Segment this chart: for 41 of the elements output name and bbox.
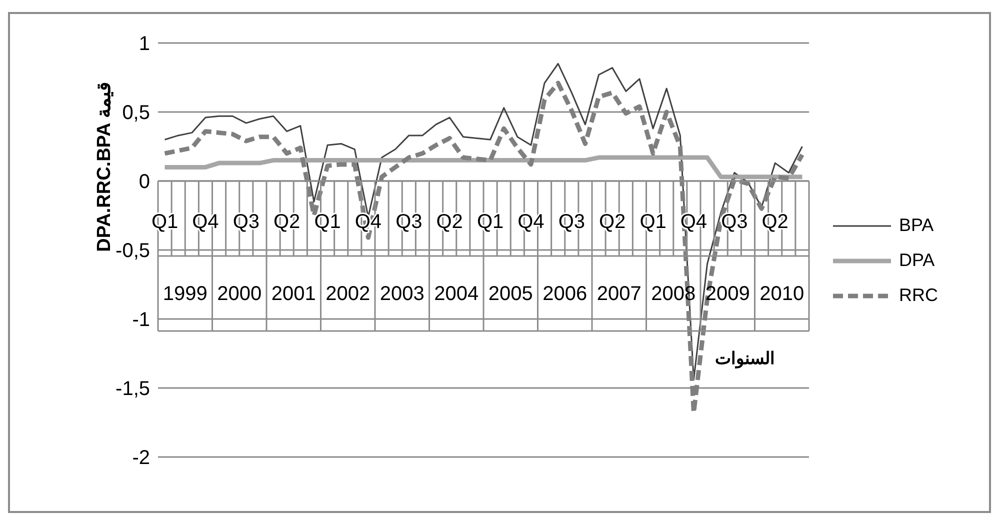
- x-tick-label: Q1: [476, 211, 504, 233]
- y-tick-label: 1: [138, 33, 150, 56]
- annotation: 2001: [271, 283, 316, 305]
- line-series: [162, 155, 804, 180]
- annotation: 2004: [434, 283, 479, 305]
- x-tick-label: Q4: [354, 211, 382, 233]
- y-tick-label: -2: [132, 447, 150, 470]
- x-tick-label: Q3: [721, 211, 748, 233]
- x-tick-label: Q3: [396, 211, 422, 233]
- x-tick-label: Q3: [558, 211, 585, 233]
- annotation: 2003: [380, 283, 424, 305]
- x-tick-label: Q1: [640, 211, 666, 233]
- x-tick-label: Q4: [680, 211, 708, 233]
- annotation: 2005: [488, 283, 533, 305]
- y-tick-label: -0,5: [116, 240, 150, 262]
- x-tick-label: Q2: [762, 211, 788, 233]
- x-tick-label: Q4: [192, 211, 219, 233]
- annotation: 2002: [326, 283, 370, 305]
- x-tick-label: Q1: [151, 211, 178, 233]
- annotation: 2009: [705, 283, 750, 305]
- x-tick-label: Q4: [518, 211, 544, 233]
- annotation: 2010: [760, 283, 804, 305]
- x-tick-label: Q2: [274, 211, 300, 233]
- x-tick-label: Q3: [232, 211, 260, 233]
- legend-label: BPA: [899, 215, 934, 236]
- annotation: 1999: [162, 283, 208, 305]
- legend-label: RRC: [899, 285, 938, 306]
- legend-label: DPA: [899, 250, 935, 271]
- annotation: 2008: [651, 283, 696, 305]
- y-tick-label: 0: [138, 171, 150, 194]
- annotation: 2007: [596, 283, 642, 305]
- annotation: 2006: [542, 283, 588, 305]
- x-tick-label: Q2: [436, 211, 463, 233]
- y-tick-label: 0,5: [122, 102, 150, 124]
- x-axis-title: السنوات: [715, 349, 775, 369]
- y-axis-title: DPA.RRC.BPA قيمة: [94, 82, 115, 252]
- annotation: 2000: [217, 283, 262, 305]
- y-tick-label: -1,5: [116, 378, 150, 400]
- x-tick-label: Q1: [314, 211, 341, 233]
- y-tick-label: -1: [132, 309, 150, 332]
- x-tick-label: Q2: [599, 211, 626, 233]
